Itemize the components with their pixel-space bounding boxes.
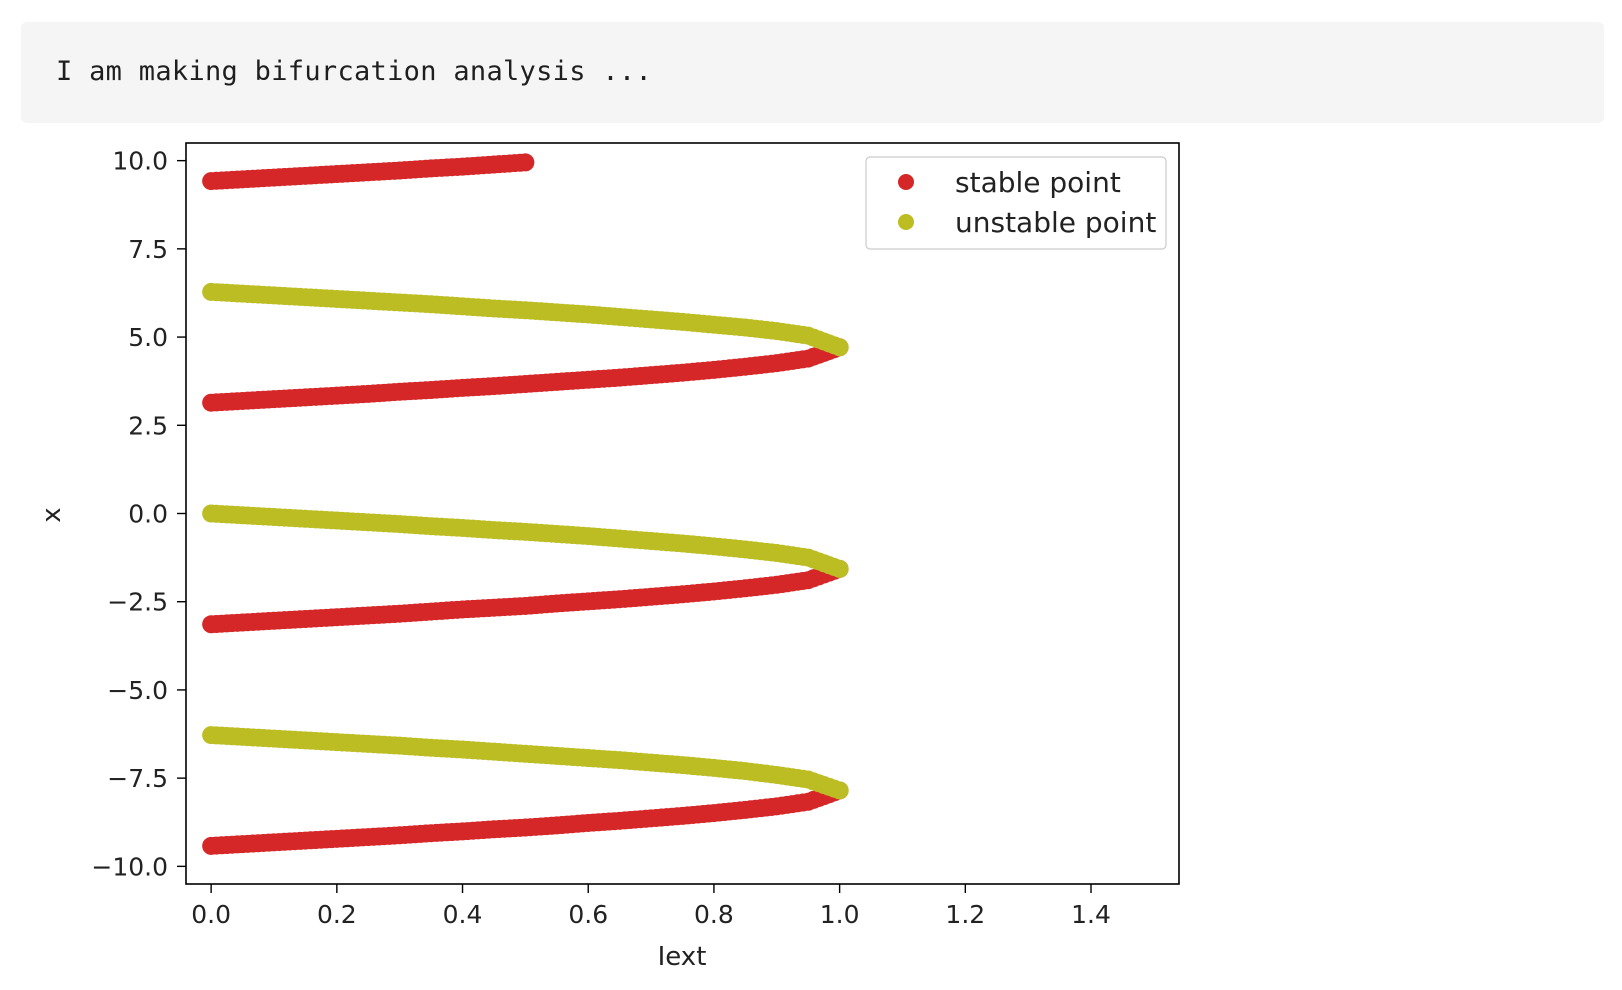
- legend-marker-unstable: [898, 214, 914, 230]
- output-text: I am making bifurcation analysis ...: [56, 56, 652, 87]
- legend-label-unstable: unstable point: [955, 206, 1156, 239]
- y-tick-label: −5.0: [107, 676, 168, 705]
- x-tick-label: 0.2: [317, 900, 357, 929]
- y-tick-label: 5.0: [128, 323, 168, 352]
- y-tick-label: −7.5: [107, 764, 168, 793]
- stable-point: [516, 153, 535, 172]
- x-tick-label: 1.0: [820, 900, 860, 929]
- unstable-point: [830, 781, 849, 800]
- legend-frame: [865, 156, 1167, 250]
- x-tick-label: 0.8: [694, 900, 734, 929]
- y-tick-label: 7.5: [128, 235, 168, 264]
- unstable-point: [830, 559, 849, 578]
- output-cell: I am making bifurcation analysis ...: [21, 22, 1604, 123]
- x-axis-label: Iext: [658, 942, 707, 972]
- y-axis-label: x: [37, 507, 67, 522]
- y-tick-label: −10.0: [91, 852, 168, 881]
- x-tick-label: 1.2: [945, 900, 985, 929]
- y-axis: 10.0 7.5 5.0 2.5 0.0 −2.5 −5.0 −7.5 −10.0: [91, 147, 186, 881]
- legend: stable point unstable point: [865, 156, 1167, 250]
- legend-marker-stable: [898, 174, 914, 190]
- legend-label-stable: stable point: [955, 166, 1121, 199]
- x-tick-label: 0.6: [568, 900, 608, 929]
- x-tick-label: 0.4: [443, 900, 483, 929]
- unstable-point: [830, 338, 849, 357]
- y-tick-label: 2.5: [128, 411, 168, 440]
- x-tick-label: 0.0: [191, 900, 231, 929]
- x-axis: 0.0 0.2 0.4 0.6 0.8 1.0 1.2 1.4: [191, 884, 1111, 929]
- y-tick-label: 10.0: [112, 147, 168, 176]
- x-tick-label: 1.4: [1071, 900, 1111, 929]
- y-tick-label: 0.0: [128, 500, 168, 529]
- y-tick-label: −2.5: [107, 588, 168, 617]
- chart-marks: [202, 153, 849, 855]
